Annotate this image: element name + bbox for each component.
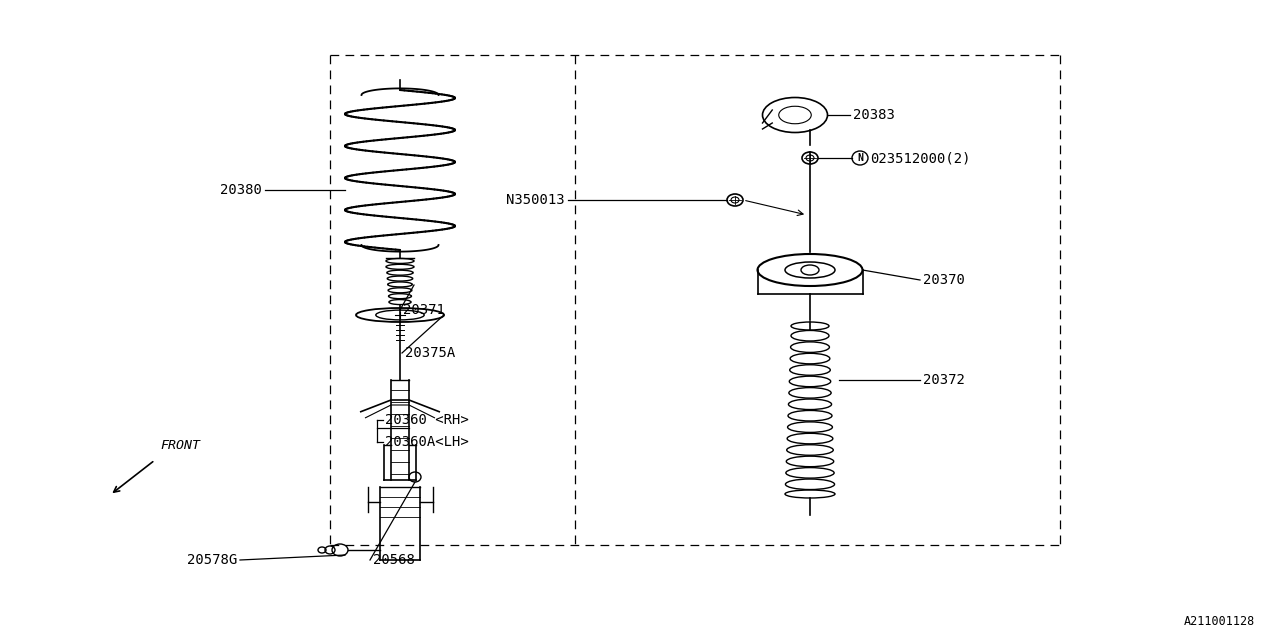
Text: 20375A: 20375A bbox=[404, 346, 456, 360]
Text: 20578G: 20578G bbox=[187, 553, 237, 567]
Text: FRONT: FRONT bbox=[160, 439, 200, 452]
Text: 023512000(2): 023512000(2) bbox=[870, 151, 970, 165]
Text: 20372: 20372 bbox=[923, 373, 965, 387]
Text: 20380: 20380 bbox=[220, 183, 262, 197]
Text: A211001128: A211001128 bbox=[1184, 615, 1254, 628]
Text: 20371: 20371 bbox=[403, 303, 445, 317]
Text: 20568: 20568 bbox=[372, 553, 415, 567]
Text: N350013: N350013 bbox=[507, 193, 564, 207]
Text: 20360 <RH>: 20360 <RH> bbox=[385, 413, 468, 427]
Text: 20383: 20383 bbox=[852, 108, 895, 122]
Text: N: N bbox=[858, 153, 863, 163]
Text: 20360A<LH>: 20360A<LH> bbox=[385, 435, 468, 449]
Text: 20370: 20370 bbox=[923, 273, 965, 287]
